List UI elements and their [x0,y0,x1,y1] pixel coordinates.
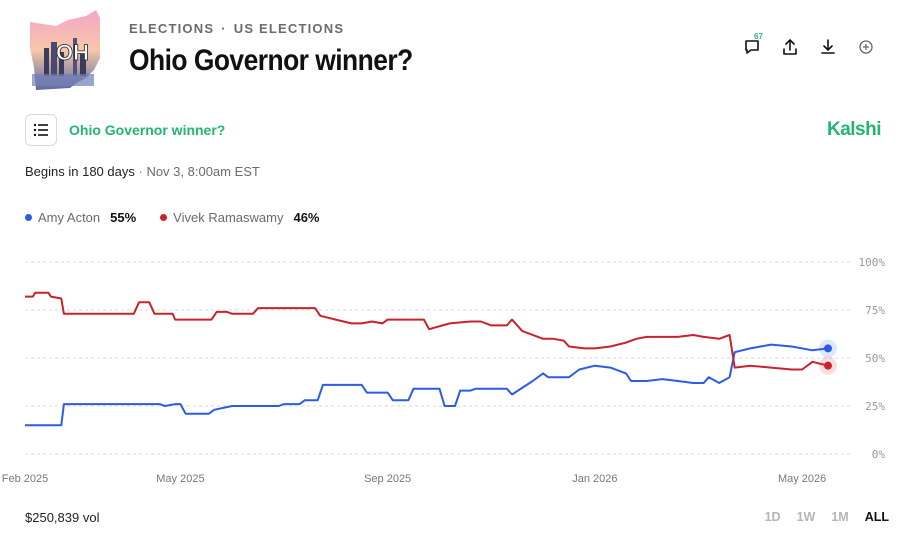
legend-dot-icon [25,214,32,221]
y-tick-label: 25% [865,400,885,413]
list-icon [33,123,48,137]
price-chart[interactable]: 100% 75% 50% 25% 0% Feb 2025 May 2025 Sep 2025 J… [0,240,911,490]
y-tick-label: 75% [865,304,885,317]
series-end-point [824,344,832,353]
comment-button[interactable]: 67 [743,32,763,56]
range-all[interactable]: ALL [864,510,889,524]
add-circle-icon [859,40,873,54]
market-thumbnail: OH [26,8,104,90]
breadcrumb-separator: · [221,21,227,36]
series-line-amy-acton [25,343,829,427]
share-icon [783,39,797,55]
legend-dot-icon [160,214,168,221]
begins-text: Begins in 180 days [25,164,135,179]
market-list-button[interactable] [25,114,57,146]
page-title: Ohio Governor winner? [129,44,413,77]
download-icon [821,39,835,54]
comment-count: 67 [754,32,763,41]
legend-item-vivek-ramaswamy[interactable]: Vivek Ramaswamy 46% [160,210,320,225]
legend-name: Amy Acton [38,210,101,225]
y-tick-label: 100% [859,256,886,269]
x-tick-label: Jan 2026 [572,473,617,485]
begins-separator: · [138,164,147,179]
y-tick-label: 0% [872,448,886,461]
thumbnail-text: OH [56,40,89,65]
legend-name: Vivek Ramaswamy [173,210,284,225]
kalshi-logo[interactable]: Kalshi [826,119,882,140]
range-1m[interactable]: 1M [831,510,849,524]
legend-value: 55% [110,210,137,225]
x-tick-label: May 2025 [156,473,204,485]
range-selector: 1D 1W 1M ALL [765,510,889,524]
breadcrumb: ELECTIONS · US ELECTIONS [129,21,344,36]
legend-item-amy-acton[interactable]: Amy Acton 55% [25,210,136,225]
series-end-point [824,361,832,370]
breadcrumb-us-elections[interactable]: US ELECTIONS [233,21,345,36]
legend-value: 46% [293,210,320,225]
begins-info: Begins in 180 days · Nov 3, 8:00am EST [25,164,260,179]
y-tick-label: 50% [865,352,885,365]
comment-icon [745,40,759,54]
share-button[interactable] [781,38,799,56]
market-title-link[interactable]: Ohio Governor winner? [69,122,226,138]
x-tick-label: Sep 2025 [364,473,411,485]
x-tick-label: Feb 2025 [2,473,48,485]
header-actions: 67 [743,32,875,56]
begins-date: Nov 3, 8:00am EST [146,164,260,179]
chart-legend: Amy Acton 55% Vivek Ramaswamy 46% [25,210,320,225]
download-button[interactable] [819,38,837,56]
breadcrumb-elections[interactable]: ELECTIONS [129,21,215,36]
series-line-vivek-ramaswamy [25,291,829,371]
x-tick-label: May 2026 [778,473,826,485]
range-1d[interactable]: 1D [764,510,781,524]
range-1w[interactable]: 1W [796,510,816,524]
add-button[interactable] [857,38,875,56]
volume-text: $250,839 vol [25,510,100,525]
